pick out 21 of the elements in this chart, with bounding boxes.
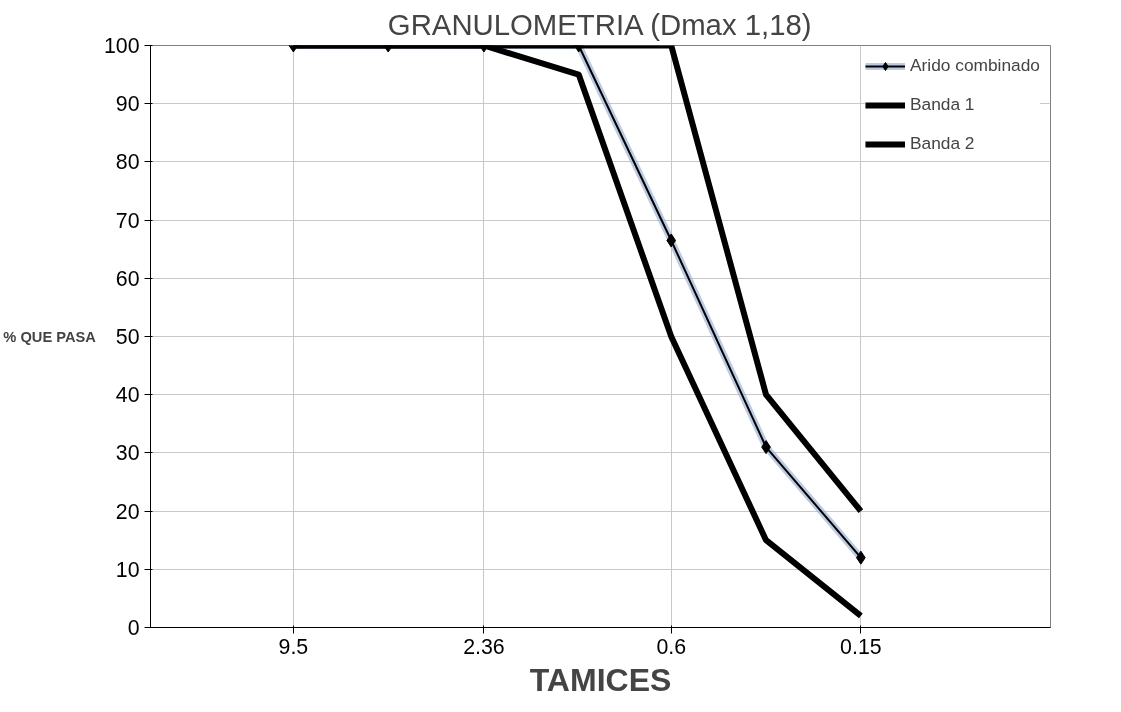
x-tick-label: 0.15: [840, 634, 882, 659]
x-tick-label: 9.5: [278, 634, 309, 659]
y-tick-label: 0: [127, 616, 140, 640]
y-axis-title: % QUE PASA: [3, 328, 97, 345]
y-tick-label: 90: [115, 92, 140, 117]
y-tick-label: 10: [115, 557, 140, 582]
chart-title: GRANULOMETRIA (Dmax 1,18): [387, 7, 812, 41]
y-tick-label: 40: [115, 383, 140, 408]
x-axis-title: TAMICES: [529, 661, 672, 698]
y-tick-label: 20: [115, 499, 140, 524]
y-tick-label: 80: [115, 150, 140, 175]
y-tick-label: 50: [115, 325, 140, 349]
y-tick-label: 70: [115, 208, 140, 233]
x-tick-label: 0.6: [656, 634, 687, 659]
x-tick-label: 2.36: [463, 634, 505, 659]
y-tick-label: 30: [115, 441, 140, 466]
legend-label: Banda 1: [909, 94, 975, 115]
y-tick-label: 100: [103, 34, 140, 58]
legend-label: Arido combinado: [909, 55, 1040, 76]
legend-label: Banda 2: [909, 133, 975, 154]
y-tick-label: 60: [115, 266, 140, 291]
